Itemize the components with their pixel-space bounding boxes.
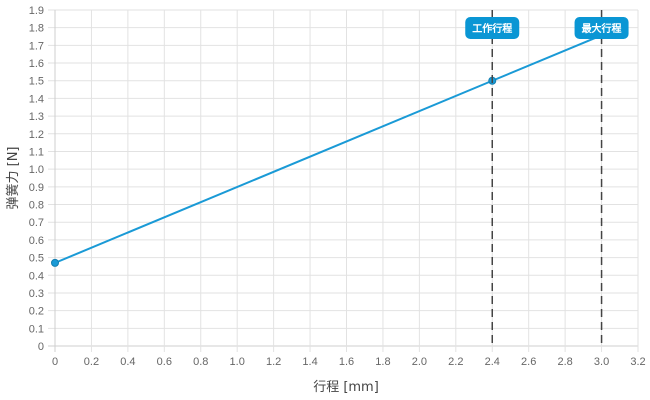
marker-label: 最大行程: [582, 22, 622, 35]
marker-label: 工作行程: [472, 22, 512, 35]
y-tick-label: 0.1: [29, 323, 44, 335]
y-tick-label: 0.9: [29, 182, 44, 194]
y-tick-label: 0.7: [29, 217, 44, 229]
x-tick-label: 3.2: [630, 356, 645, 368]
y-tick-label: 1.9: [29, 5, 44, 17]
annotations: 工作行程 最大行程: [465, 10, 629, 346]
y-tick-label: 1.3: [29, 111, 44, 123]
x-tick-label: 0.8: [193, 356, 208, 368]
y-tick-label: 1.5: [29, 76, 44, 88]
y-tick-label: 1.6: [29, 58, 44, 70]
y-tick-label: 1.7: [29, 40, 44, 52]
y-tick-label: 1.2: [29, 129, 44, 141]
x-tick-label: 0: [52, 356, 58, 368]
x-tick-label: 3.0: [594, 356, 609, 368]
y-tick-label: 0.3: [29, 288, 44, 300]
marker-label-box: [574, 17, 629, 39]
y-axis-label: 弹簧力 [N]: [5, 146, 21, 209]
series: [51, 34, 602, 267]
y-tick-label: 0: [38, 341, 44, 353]
y-tick-label: 1.0: [29, 164, 44, 176]
x-tick-label: 2.2: [448, 356, 463, 368]
x-tick-label: 1.2: [266, 356, 281, 368]
x-tick-label: 0.4: [120, 356, 135, 368]
x-tick-label: 1.6: [339, 356, 354, 368]
x-tick-label: 2.6: [521, 356, 536, 368]
x-tick-label: 2.0: [412, 356, 427, 368]
x-tick-label: 0.2: [84, 356, 99, 368]
y-tick-label: 0.4: [29, 270, 44, 282]
y-axis-ticks: 0 0.1 0.2 0.3 0.4 0.5 0.6 0.7 0.8 0.9 1.0 1.1 1.2 1.3…: [29, 5, 44, 353]
y-tick-label: 1.1: [29, 146, 44, 158]
x-tick-label: 0.6: [157, 356, 172, 368]
y-tick-label: 1.8: [29, 23, 44, 35]
x-tick-label: 1.0: [230, 356, 245, 368]
y-tick-label: 0.5: [29, 253, 44, 265]
marker-label-box: [465, 17, 520, 39]
x-tick-label: 1.8: [375, 356, 390, 368]
series-line: [54, 34, 602, 264]
y-tick-label: 0.2: [29, 306, 44, 318]
x-tick-label: 1.4: [302, 356, 317, 368]
y-tick-label: 0.6: [29, 235, 44, 247]
x-axis-label: 行程 [mm]: [313, 380, 379, 395]
y-tick-label: 1.4: [29, 93, 44, 105]
grid: [48, 9, 639, 352]
x-axis-ticks: 0 0.2 0.4 0.6 0.8 1.0 1.2 1.4 1.6 1.8 2.0 2.2 2.4 2.6…: [52, 356, 646, 368]
x-tick-label: 2.4: [485, 356, 500, 368]
x-tick-label: 2.8: [557, 356, 572, 368]
y-tick-label: 0.8: [29, 200, 44, 212]
data-point: [51, 258, 59, 267]
